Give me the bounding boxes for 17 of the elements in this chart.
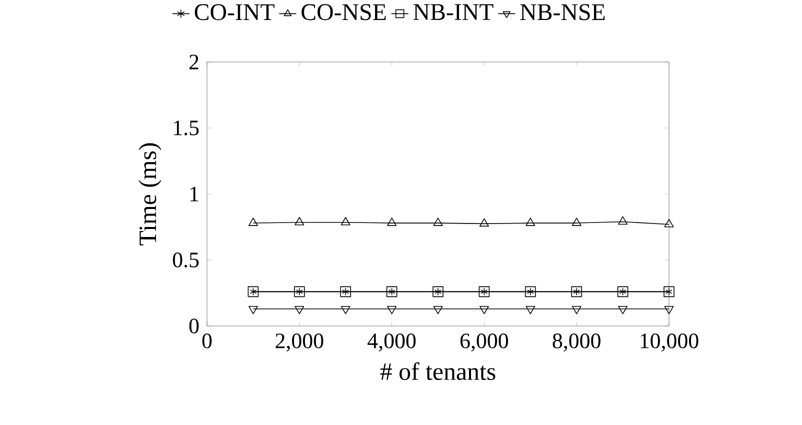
legend-label: CO-INT bbox=[194, 4, 274, 20]
y-tick-label: 0.5 bbox=[172, 252, 199, 268]
x-axis-title: # of tenants bbox=[380, 362, 496, 380]
y-tick-label: 0 bbox=[189, 318, 199, 334]
legend-label: NB-NSE bbox=[520, 4, 605, 20]
y-tick-label: 1.5 bbox=[174, 120, 199, 136]
y-tick-label: 1 bbox=[190, 186, 198, 202]
x-tick-label: 6,000 bbox=[460, 334, 508, 352]
y-tick-label: 2 bbox=[190, 54, 198, 70]
y-axis-title: Time (ms) bbox=[138, 143, 162, 246]
legend-label: CO-NSE bbox=[302, 4, 386, 20]
x-tick-label: 2,000 bbox=[276, 334, 324, 352]
x-tick-label: 4,000 bbox=[368, 334, 416, 352]
legend-label: NB-INT bbox=[413, 4, 494, 20]
x-tick-label: 10,000 bbox=[640, 334, 698, 352]
x-tick-label: 0 bbox=[202, 334, 212, 348]
x-tick-label: 8,000 bbox=[552, 334, 600, 352]
